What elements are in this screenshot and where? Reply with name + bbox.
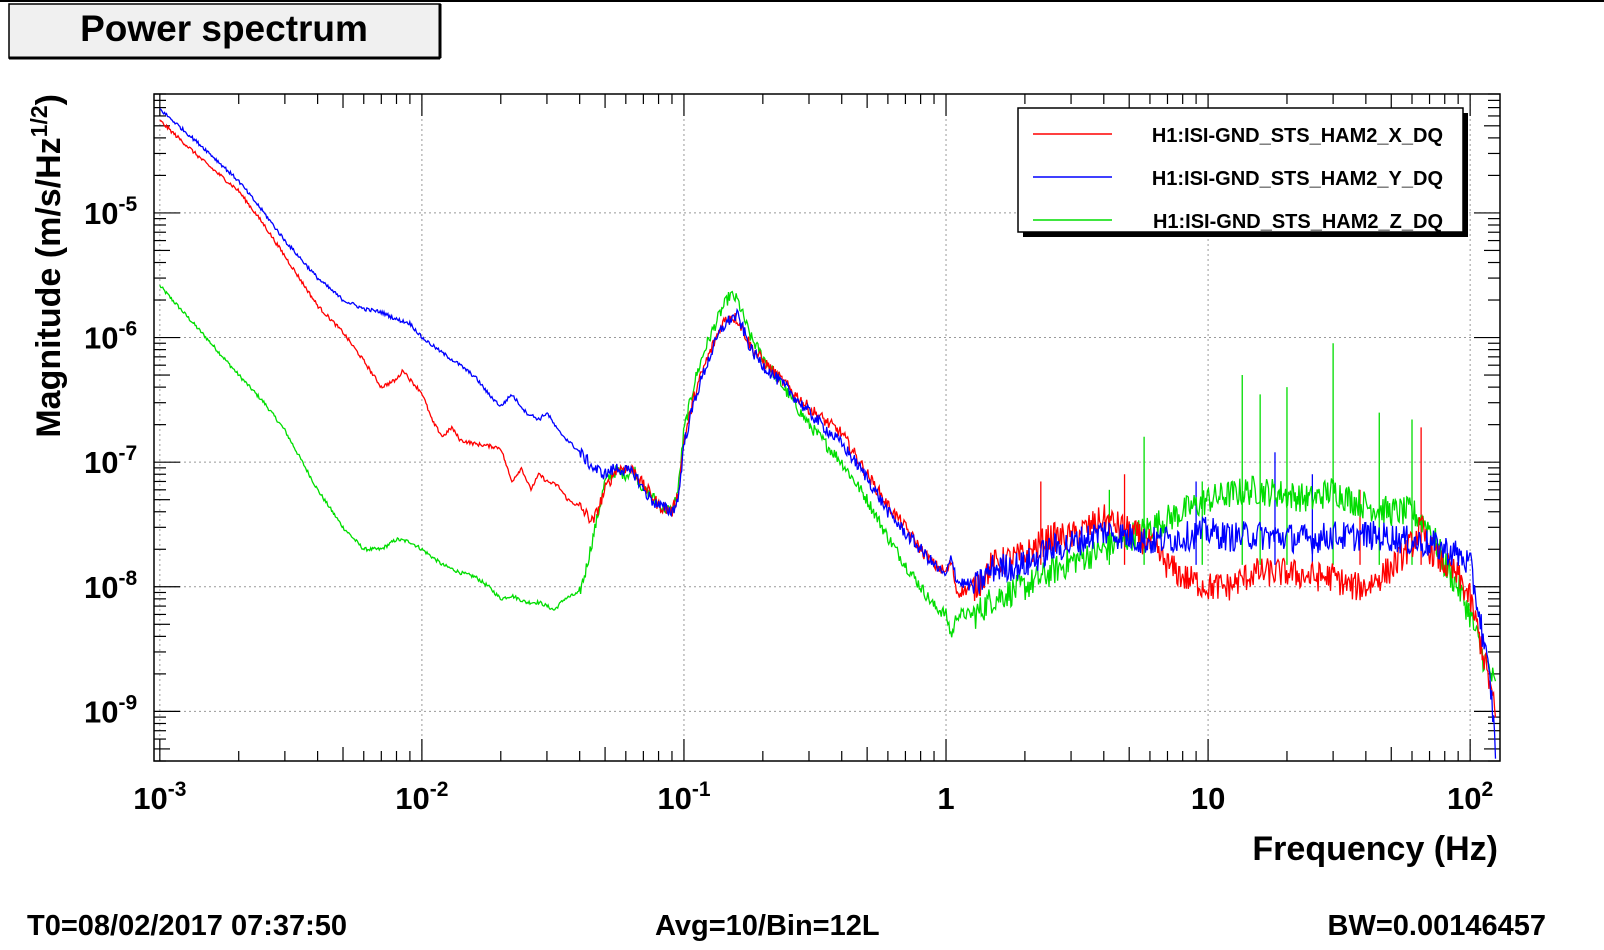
title-box: Power spectrum [8,3,442,60]
x-tick-labels: 10-3 10-2 10-1 1 10 102 [133,778,1493,816]
footer-bandwidth: BW=0.00146457 [1327,910,1546,942]
series-layer [159,108,1497,759]
y-axis-label: Magnitude (m/s/Hz1/2) [26,94,68,438]
series-line [159,108,1497,759]
y-tick-label: 10-8 [84,567,137,605]
series-line [159,284,1497,682]
footer-avg-bin: Avg=10/Bin=12L [655,910,880,942]
x-tick-label: 10-1 [657,778,710,816]
x-tick-label: 102 [1447,778,1493,816]
legend-label: H1:ISI-GND_STS_HAM2_Y_DQ [1152,168,1443,190]
legend-label: H1:ISI-GND_STS_HAM2_Z_DQ [1153,211,1443,233]
plot-frame [153,93,1501,762]
legend-label: H1:ISI-GND_STS_HAM2_X_DQ [1152,125,1443,147]
footer-t0: T0=08/02/2017 07:37:50 [27,910,348,942]
y-tick-label: 10-9 [84,691,137,729]
x-tick-label: 1 [937,781,954,816]
chart-legend: H1:ISI-GND_STS_HAM2_X_DQ H1:ISI-GND_STS_H… [1017,107,1468,237]
chart-title: Power spectrum [80,8,368,49]
x-tick-label: 10-3 [133,778,186,816]
x-tick-label: 10 [1191,781,1225,816]
y-tick-label: 10-5 [84,193,137,231]
x-tick-label: 10-2 [395,778,448,816]
y-tick-label: 10-7 [84,442,137,480]
y-tick-labels: 10-5 10-6 10-7 10-8 10-9 [84,193,137,729]
series-line [159,119,1497,718]
x-axis-label: Frequency (Hz) [1252,830,1498,868]
y-tick-label: 10-6 [84,318,137,356]
